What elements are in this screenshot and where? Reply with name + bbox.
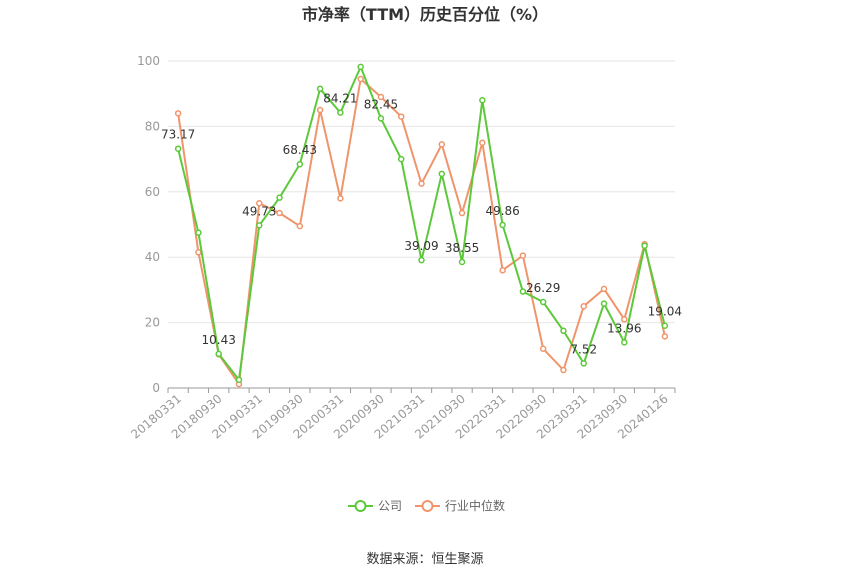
data-point[interactable] xyxy=(600,300,608,307)
legend-marker-icon xyxy=(421,500,434,512)
data-point[interactable] xyxy=(418,180,425,187)
data-point[interactable] xyxy=(438,170,446,178)
data-label: 73.17 xyxy=(161,128,195,142)
data-point[interactable] xyxy=(621,339,628,346)
data-label: 7.52 xyxy=(570,342,597,356)
data-point[interactable] xyxy=(519,252,527,259)
data-label: 39.09 xyxy=(404,239,438,253)
source-note: 数据来源：恒生聚源 xyxy=(366,552,483,567)
data-point[interactable] xyxy=(499,221,506,229)
data-point[interactable] xyxy=(337,195,344,202)
chart-title: 市净率（TTM）历史百分位（%） xyxy=(302,5,548,24)
data-point[interactable] xyxy=(580,303,587,310)
data-point[interactable] xyxy=(519,288,527,295)
data-labels: 73.17 10.43 49.73 68.43 84.21 82.45 39.09 38.55… xyxy=(161,92,682,357)
data-point[interactable] xyxy=(195,229,202,236)
data-point[interactable] xyxy=(357,75,364,83)
data-point[interactable] xyxy=(661,333,669,340)
data-point[interactable] xyxy=(560,327,567,335)
series-lines xyxy=(174,63,669,388)
data-label: 68.43 xyxy=(283,143,317,157)
data-point[interactable] xyxy=(479,96,486,104)
y-tick-label: 100 xyxy=(137,54,160,68)
data-point[interactable] xyxy=(377,115,385,122)
data-label: 49.73 xyxy=(242,204,276,218)
data-point[interactable] xyxy=(661,322,669,329)
data-label: 26.29 xyxy=(526,281,560,295)
data-point[interactable] xyxy=(195,249,202,256)
data-point[interactable] xyxy=(256,199,263,207)
data-point[interactable] xyxy=(174,145,182,152)
data-point[interactable] xyxy=(377,93,385,101)
series-company xyxy=(174,63,669,384)
data-point[interactable] xyxy=(215,350,222,358)
legend-marker-icon xyxy=(354,500,367,512)
data-point[interactable] xyxy=(256,222,263,229)
data-point[interactable] xyxy=(560,366,567,374)
data-label: 19.04 xyxy=(648,305,682,319)
data-point[interactable] xyxy=(438,141,446,148)
data-point[interactable] xyxy=(397,155,405,163)
data-label: 82.45 xyxy=(364,97,398,111)
data-label: 49.86 xyxy=(485,204,519,218)
data-point[interactable] xyxy=(499,267,506,274)
series-line xyxy=(177,64,666,383)
data-point[interactable] xyxy=(539,298,547,306)
data-point[interactable] xyxy=(235,376,243,384)
data-label: 84.21 xyxy=(323,92,357,106)
data-point[interactable] xyxy=(580,360,587,367)
data-point[interactable] xyxy=(539,345,547,353)
legend-item-industry-median[interactable]: 行业中位数 xyxy=(415,498,505,513)
axes: 0204060801002018033120180930201903312019… xyxy=(128,54,676,442)
y-tick-label: 80 xyxy=(145,119,160,133)
data-point[interactable] xyxy=(621,316,628,323)
data-point[interactable] xyxy=(458,258,466,266)
legend-label: 行业中位数 xyxy=(445,498,505,513)
data-label: 38.55 xyxy=(445,241,479,255)
y-tick-label: 20 xyxy=(145,316,160,330)
data-point[interactable] xyxy=(397,113,405,120)
data-point[interactable] xyxy=(296,222,304,230)
legend[interactable]: 公司 行业中位数 xyxy=(348,498,505,513)
data-point[interactable] xyxy=(276,194,283,201)
data-point[interactable] xyxy=(316,106,324,114)
y-tick-label: 40 xyxy=(145,250,160,264)
data-point[interactable] xyxy=(276,209,283,217)
data-point[interactable] xyxy=(174,110,182,117)
data-label: 13.96 xyxy=(607,321,641,335)
data-point[interactable] xyxy=(316,85,324,93)
data-point[interactable] xyxy=(641,242,648,250)
data-point[interactable] xyxy=(357,63,364,71)
data-point[interactable] xyxy=(296,160,304,168)
data-point[interactable] xyxy=(337,109,344,116)
legend-item-company[interactable]: 公司 xyxy=(348,499,402,513)
legend-label: 公司 xyxy=(378,499,402,513)
data-point[interactable] xyxy=(600,285,608,293)
data-point[interactable] xyxy=(458,209,466,217)
y-tick-label: 60 xyxy=(145,185,160,199)
y-tick-label: 0 xyxy=(152,381,160,395)
grid-lines xyxy=(168,60,675,324)
data-label: 10.43 xyxy=(202,333,236,347)
series-industry-median xyxy=(174,75,669,388)
data-point[interactable] xyxy=(418,256,425,264)
data-point[interactable] xyxy=(479,139,486,146)
